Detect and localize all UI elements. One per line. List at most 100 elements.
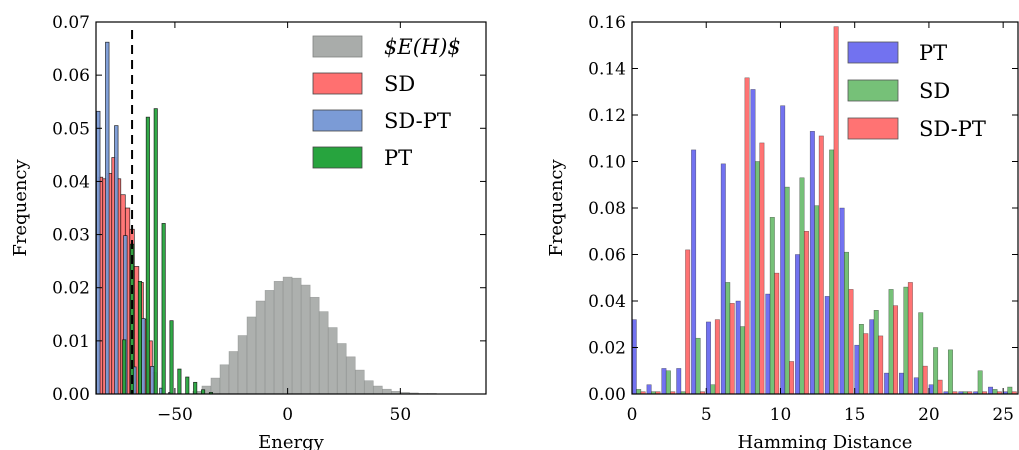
y-tick-label: 0.00 bbox=[588, 385, 626, 405]
legend-label-pt: PT bbox=[384, 146, 412, 170]
e-h-bar bbox=[345, 356, 356, 394]
legend-swatch-sd-pt bbox=[847, 117, 899, 140]
pt-bar bbox=[765, 293, 771, 394]
sd-pt-bar bbox=[123, 235, 128, 394]
y-tick-label: 0.16 bbox=[588, 13, 626, 33]
pt-bar bbox=[869, 319, 875, 394]
sd-bar bbox=[947, 349, 953, 394]
sd-bar bbox=[918, 312, 924, 394]
x-tick-label: 0 bbox=[282, 405, 293, 425]
e-h-bar bbox=[354, 369, 365, 394]
pt-bar bbox=[185, 376, 190, 394]
sd-pt-bar bbox=[685, 249, 691, 394]
e-h-bar bbox=[363, 380, 374, 394]
y-tick-label: 0.01 bbox=[52, 332, 90, 352]
pt-bar bbox=[795, 254, 801, 394]
legend-swatch-e-h bbox=[312, 35, 363, 58]
e-h-bar bbox=[318, 311, 329, 394]
e-h-bar bbox=[219, 364, 230, 394]
sd-pt-bar bbox=[774, 272, 780, 394]
y-tick-label: 0.08 bbox=[588, 199, 626, 219]
legend-label-e-h: $E(H)$ bbox=[384, 35, 461, 59]
hamming-axis-ticks: 0.00 0.02 0.04 0.06 0.08 0.10 0.12 0.14 0.16 0 5 10… bbox=[588, 13, 1018, 425]
y-tick-label: 0.12 bbox=[588, 106, 626, 126]
sd-bar bbox=[903, 286, 909, 394]
pt-bar bbox=[691, 149, 697, 394]
series-sd-pt bbox=[96, 41, 173, 394]
hamming-y-axis-label: Frequency bbox=[546, 158, 567, 256]
pt-bar bbox=[898, 372, 904, 394]
pt-bar bbox=[646, 384, 652, 394]
pt-bar bbox=[153, 108, 158, 394]
y-tick-label: 0.03 bbox=[52, 226, 90, 246]
pt-bar bbox=[161, 223, 166, 394]
energy-x-axis-label: Energy bbox=[258, 432, 325, 450]
legend-swatch-pt bbox=[847, 41, 899, 64]
sd-bar bbox=[992, 389, 998, 394]
pt-bar bbox=[884, 372, 890, 394]
pt-bar bbox=[201, 389, 206, 394]
x-tick-label: 20 bbox=[918, 405, 940, 425]
legend-swatch-sd bbox=[847, 79, 899, 102]
series-e-h bbox=[192, 276, 437, 394]
energy-plot-frame bbox=[95, 21, 487, 395]
sd-pt-bar bbox=[759, 142, 765, 394]
x-tick-label: −50 bbox=[157, 405, 193, 425]
sd-pt-bar bbox=[803, 231, 809, 394]
energy-axis-ticks: 0.00 0.01 0.02 0.03 0.04 0.05 0.06 0.07 −50 0 50 bbox=[52, 13, 486, 425]
e-h-bar bbox=[282, 276, 293, 394]
sd-pt-bar bbox=[744, 77, 750, 394]
sd-bar bbox=[888, 289, 894, 394]
e-h-bar bbox=[309, 296, 320, 394]
sd-pt-bar bbox=[729, 303, 735, 394]
hamming-legend: PT SD SD-PT bbox=[847, 41, 986, 141]
pt-bar bbox=[824, 296, 830, 394]
e-h-bar bbox=[246, 316, 257, 394]
y-tick-label: 0.05 bbox=[52, 119, 90, 139]
sd-bar bbox=[784, 186, 790, 394]
pt-bar bbox=[193, 381, 198, 394]
sd-bar bbox=[695, 337, 701, 394]
y-tick-label: 0.07 bbox=[52, 13, 90, 33]
pt-bar bbox=[750, 89, 756, 394]
series-sd-pt bbox=[640, 26, 1017, 394]
sd-pt-bar bbox=[907, 282, 913, 394]
sd-pt-bar bbox=[893, 305, 898, 394]
sd-bar bbox=[858, 324, 864, 394]
y-tick-label: 0.02 bbox=[588, 339, 626, 359]
energy-histogram-panel: 0.00 0.01 0.02 0.03 0.04 0.05 0.06 0.07 −50 0 50 E… bbox=[10, 13, 487, 450]
legend-swatch-sd-pt bbox=[312, 109, 363, 132]
y-tick-label: 0.04 bbox=[588, 292, 626, 312]
x-tick-label: 0 bbox=[627, 405, 638, 425]
sd-bar bbox=[799, 177, 805, 394]
e-h-bar bbox=[327, 327, 338, 394]
sd-bar bbox=[1007, 386, 1013, 394]
legend-swatch-pt bbox=[312, 146, 363, 169]
legend-label-sd: SD bbox=[919, 79, 950, 103]
sd-pt-bar bbox=[878, 335, 884, 394]
pt-bar bbox=[661, 368, 667, 394]
y-tick-label: 0.00 bbox=[52, 385, 90, 405]
sd-pt-bar bbox=[937, 379, 943, 394]
sd-pt-bar bbox=[863, 333, 869, 394]
e-h-bar bbox=[228, 351, 239, 394]
pt-bar bbox=[137, 280, 143, 394]
legend-label-pt: PT bbox=[919, 41, 947, 65]
e-h-bar bbox=[382, 388, 392, 394]
hamming-distance-bars bbox=[632, 26, 1017, 394]
hamming-x-axis-label: Hamming Distance bbox=[738, 432, 913, 450]
legend-label-sd-pt: SD-PT bbox=[919, 117, 986, 141]
x-tick-label: 10 bbox=[770, 405, 792, 425]
legend-swatch-sd bbox=[312, 72, 363, 95]
sd-bar bbox=[710, 384, 716, 394]
sd-pt-bar bbox=[789, 361, 795, 394]
sd-pt-bar bbox=[848, 289, 854, 394]
hamming-distance-panel: 0.00 0.02 0.04 0.06 0.08 0.10 0.12 0.14 0.16 0 5 10… bbox=[546, 13, 1019, 450]
pt-bar bbox=[720, 163, 726, 394]
sd-pt-bar bbox=[150, 366, 155, 394]
pt-bar bbox=[676, 368, 682, 394]
energy-histogram-bars bbox=[96, 30, 437, 394]
y-tick-label: 0.06 bbox=[52, 66, 90, 86]
sd-bar bbox=[725, 282, 731, 394]
